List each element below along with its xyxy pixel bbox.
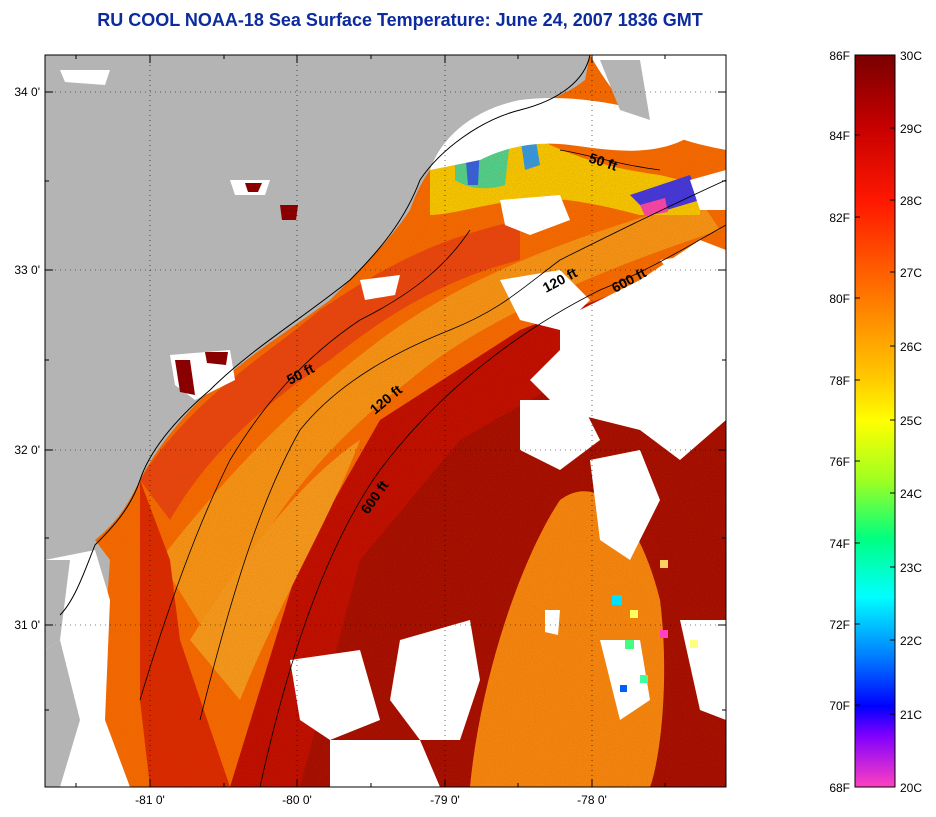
cbar-c-27: 27C	[900, 266, 922, 280]
lat-label-34: 34 0'	[14, 85, 40, 99]
cbar-c-23: 23C	[900, 561, 922, 575]
cbar-c-30: 30C	[900, 49, 922, 63]
cbar-f-78: 78F	[829, 374, 850, 388]
cbar-f-82: 82F	[829, 211, 850, 225]
lon-label-80: -80 0'	[282, 793, 312, 807]
cbar-c-22: 22C	[900, 634, 922, 648]
map-title: RU COOL NOAA-18 Sea Surface Temperature:…	[97, 10, 703, 30]
cbar-c-24: 24C	[900, 487, 922, 501]
lon-label-78: -78 0'	[577, 793, 607, 807]
contour-600ft	[259, 224, 726, 787]
lat-label-31: 31 0'	[14, 618, 40, 632]
cbar-f-80: 80F	[829, 292, 850, 306]
cbar-c-28: 28C	[900, 194, 922, 208]
cbar-c-29: 29C	[900, 122, 922, 136]
cbar-c-21: 21C	[900, 708, 922, 722]
contour-50ft	[139, 229, 471, 701]
cbar-c-25: 25C	[900, 414, 922, 428]
lat-label-33: 33 0'	[14, 263, 40, 277]
map-grid	[45, 55, 726, 787]
map-ticks	[45, 55, 726, 787]
cbar-c-20: 20C	[900, 781, 922, 795]
lon-label-81: -81 0'	[135, 793, 165, 807]
cbar-f-68: 68F	[829, 781, 850, 795]
cbar-f-74: 74F	[829, 537, 850, 551]
cbar-f-86: 86F	[829, 49, 850, 63]
map-plot-area	[45, 55, 726, 787]
lon-label-79: -79 0'	[430, 793, 460, 807]
cloud-mask	[290, 170, 726, 787]
cbar-f-84: 84F	[829, 129, 850, 143]
colorbar: 86F 84F 82F 80F 78F 76F 74F 72F 70F 68F …	[829, 49, 922, 795]
cool-speckles	[612, 560, 698, 692]
lat-label-32: 32 0'	[14, 443, 40, 457]
cbar-f-70: 70F	[829, 699, 850, 713]
contour-120ft	[199, 179, 726, 721]
land-area	[45, 55, 590, 620]
cbar-f-76: 76F	[829, 455, 850, 469]
map-frame	[44, 54, 727, 788]
cbar-f-72: 72F	[829, 618, 850, 632]
colorbar-gradient	[854, 54, 896, 788]
cbar-c-26: 26C	[900, 340, 922, 354]
